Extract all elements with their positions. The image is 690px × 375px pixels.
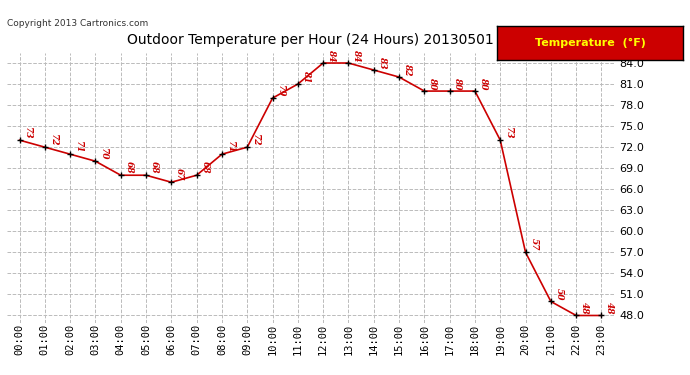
Text: 72: 72 xyxy=(251,133,260,146)
Text: 72: 72 xyxy=(48,133,58,146)
Text: 48: 48 xyxy=(580,302,589,314)
Text: 71: 71 xyxy=(226,140,235,153)
Text: 68: 68 xyxy=(125,161,134,174)
Text: 48: 48 xyxy=(605,302,614,314)
Text: 79: 79 xyxy=(276,84,286,97)
Text: 68: 68 xyxy=(201,161,210,174)
Text: 80: 80 xyxy=(479,77,488,90)
Text: 67: 67 xyxy=(175,168,184,181)
Text: 57: 57 xyxy=(529,238,538,251)
Text: 83: 83 xyxy=(377,56,386,69)
Text: 73: 73 xyxy=(504,126,513,139)
Text: 81: 81 xyxy=(302,70,310,82)
Text: 71: 71 xyxy=(74,140,83,153)
Text: 80: 80 xyxy=(428,77,437,90)
Text: Temperature  (°F): Temperature (°F) xyxy=(535,38,645,48)
Text: 80: 80 xyxy=(453,77,462,90)
Text: 84: 84 xyxy=(327,49,336,62)
Text: 68: 68 xyxy=(150,161,159,174)
Text: 82: 82 xyxy=(403,63,412,76)
Text: 50: 50 xyxy=(555,288,564,300)
Text: 73: 73 xyxy=(23,126,32,139)
Text: Copyright 2013 Cartronics.com: Copyright 2013 Cartronics.com xyxy=(7,19,148,28)
Title: Outdoor Temperature per Hour (24 Hours) 20130501: Outdoor Temperature per Hour (24 Hours) … xyxy=(127,33,494,47)
Text: 84: 84 xyxy=(353,49,362,62)
Text: 70: 70 xyxy=(99,147,108,160)
